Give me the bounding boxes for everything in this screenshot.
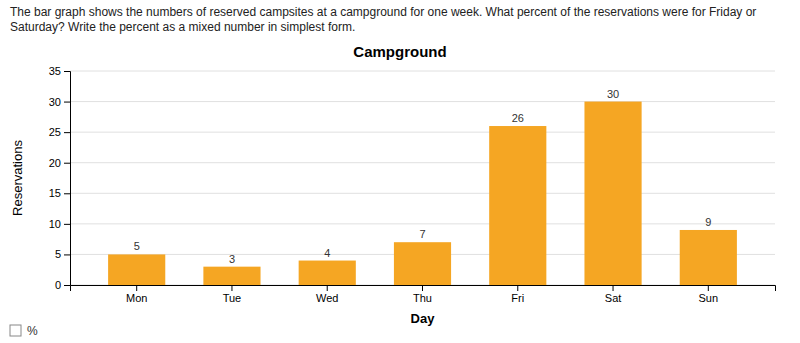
grid-line: [70, 223, 775, 224]
bars: [108, 102, 737, 285]
tick-label: 10: [49, 218, 61, 230]
tick-label: Mon: [126, 292, 147, 304]
tick-label: Sun: [699, 292, 719, 304]
tick-mark: [517, 285, 518, 291]
tick: Sat: [605, 285, 622, 304]
tick: 5: [55, 248, 70, 260]
checkbox: [10, 325, 21, 336]
tick: Sun: [699, 285, 719, 304]
grid: [70, 71, 775, 285]
grid-line: [70, 71, 775, 72]
bar: [584, 102, 641, 285]
tick: 0: [55, 279, 70, 291]
tick-label: 25: [49, 126, 61, 138]
data-label: 3: [229, 253, 235, 265]
tick: Wed: [316, 285, 338, 304]
tick-label: 20: [49, 157, 61, 169]
tick: 10: [49, 218, 70, 230]
tick-label: Thu: [413, 292, 432, 304]
chart: The bar graph shows the numbers of reser…: [0, 0, 800, 343]
annotation: %: [27, 324, 38, 338]
tick-mark: [64, 193, 70, 194]
tick-label: Wed: [316, 292, 338, 304]
axis-line: [64, 72, 71, 286]
tick-label: Tue: [223, 292, 242, 304]
bar: [680, 230, 737, 285]
tick-label: 35: [49, 65, 61, 77]
bar: [394, 242, 451, 285]
answer-box: %: [10, 324, 38, 338]
tick-mark: [422, 285, 423, 291]
tick-label: 30: [49, 96, 61, 108]
tick-label: Sat: [605, 292, 622, 304]
header-line: Saturday? Write the percent as a mixed n…: [10, 20, 355, 34]
tick-mark: [64, 254, 70, 255]
data-label: 9: [705, 216, 711, 228]
data-label: 26: [512, 112, 524, 124]
bar: [489, 126, 546, 285]
tick: 25: [49, 126, 70, 138]
tick-mark: [231, 285, 232, 291]
tick-mark: [136, 285, 137, 291]
grid-line: [70, 132, 775, 133]
data-label: 4: [324, 247, 330, 259]
plot: 5 3 4 7 26 30 9 Mon Tue Wed Thu Fri Sat Sun 0 5 10 15 20 25…: [49, 65, 776, 304]
x-axis-title: Day: [411, 311, 436, 326]
tick-label: 5: [55, 248, 61, 260]
tick-mark: [327, 285, 328, 291]
data-label: 5: [134, 240, 140, 252]
grid-line: [70, 101, 775, 102]
tick: Thu: [413, 285, 432, 304]
bar: [203, 267, 260, 285]
tick: Tue: [223, 285, 242, 304]
tick-label: Fri: [511, 292, 524, 304]
data-labels: 5 3 4 7 26 30 9: [134, 88, 712, 265]
tick-label: 0: [55, 279, 61, 291]
tick-mark: [64, 224, 70, 225]
header-line: The bar graph shows the numbers of reser…: [10, 5, 756, 19]
grid-line: [70, 193, 775, 194]
tick-mark: [64, 102, 70, 103]
tick: 20: [49, 157, 70, 169]
y-axis: 0 5 10 15 20 25 30 35: [49, 65, 71, 291]
tick-label: 15: [49, 187, 61, 199]
chart-title: Campground: [353, 43, 446, 60]
tick-mark: [64, 163, 70, 164]
tick-mark: [64, 132, 70, 133]
axis-line: [71, 286, 776, 292]
tick-mark: [708, 285, 709, 291]
grid-line: [70, 162, 775, 163]
x-axis: Mon Tue Wed Thu Fri Sat Sun: [71, 285, 776, 304]
bar: [108, 254, 165, 285]
tick: 30: [49, 96, 70, 108]
tick: Fri: [511, 285, 524, 304]
tick-mark: [613, 285, 614, 291]
bar: [299, 261, 356, 285]
tick: 35: [49, 65, 70, 77]
tick: Mon: [126, 285, 147, 304]
tick: 15: [49, 187, 70, 199]
tick-mark: [64, 285, 70, 286]
data-label: 7: [419, 228, 425, 240]
tick-mark: [64, 71, 70, 72]
data-label: 30: [607, 88, 619, 100]
y-axis-title: Reservations: [10, 140, 25, 216]
header-text: The bar graph shows the numbers of reser…: [10, 5, 756, 34]
